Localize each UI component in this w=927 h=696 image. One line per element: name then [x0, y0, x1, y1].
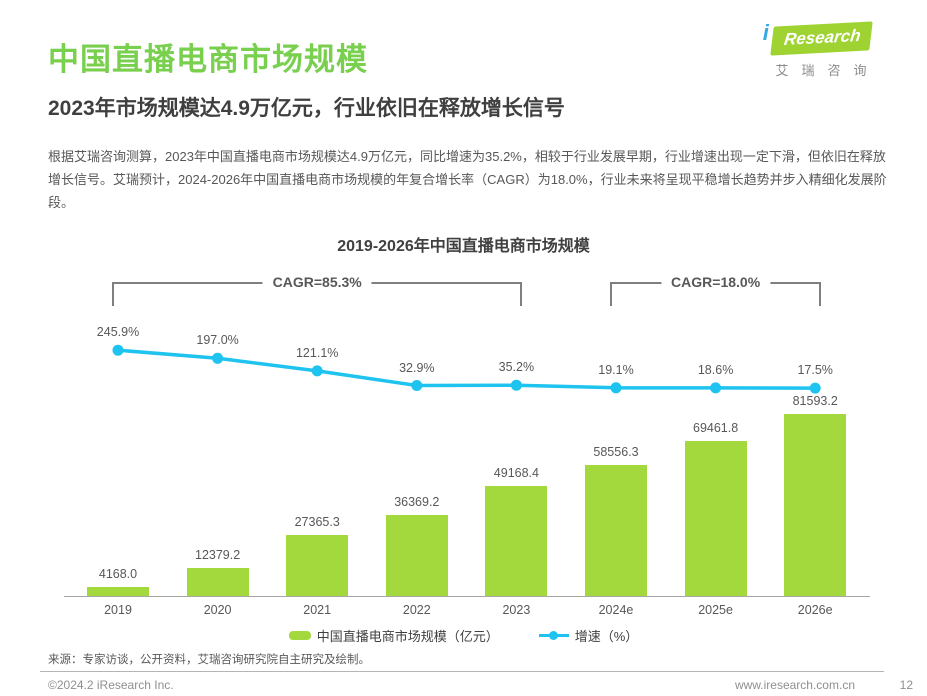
bar-2026e: [784, 414, 847, 596]
footer-copyright: ©2024.2 iResearch Inc.: [48, 678, 174, 692]
bar-value-label-2021: 27365.3: [294, 515, 340, 529]
growth-rate-label-2026e: 17.5%: [797, 363, 833, 378]
growth-rate-label-2023: 35.2%: [498, 360, 535, 375]
growth-rate-label-2021: 121.1%: [295, 345, 339, 360]
growth-rate-label-2019: 245.9%: [96, 325, 140, 340]
chart-legend: 中国直播电商市场规模（亿元） 增速（%）: [0, 626, 927, 645]
logo-i-letter: i: [762, 20, 769, 45]
x-axis-label-2019: 2019: [104, 603, 132, 617]
body-paragraph: 根据艾瑞咨询测算，2023年中国直播电商市场规模达4.9万亿元，同比增速为35.…: [48, 149, 887, 210]
growth-point-2022: [411, 380, 423, 391]
bar-2023: [485, 486, 548, 596]
legend-label-growth-rate: 增速（%）: [574, 629, 639, 644]
iresearch-logo: i Research 艾瑞咨询: [761, 20, 881, 79]
x-axis-label-2021: 2021: [303, 603, 332, 617]
legend-item-growth-rate: 增速（%）: [538, 626, 639, 645]
legend-label-market-size: 中国直播电商市场规模（亿元）: [316, 629, 499, 644]
growth-point-2021: [311, 365, 323, 377]
logo-chinese-name: 艾瑞咨询: [775, 63, 880, 78]
growth-point-2024e: [610, 382, 622, 394]
x-axis-label-2025e: 2025e: [698, 603, 733, 617]
bar-value-label-2020: 12379.2: [195, 548, 241, 563]
bar-value-label-2026e: 81593.2: [792, 394, 838, 408]
growth-point-2020: [212, 352, 224, 364]
legend-item-market-size: 中国直播电商市场规模（亿元）: [288, 626, 499, 645]
cagr-bracket-label-2: CAGR=18.0%: [661, 274, 771, 290]
bar-value-label-2022: 36369.2: [394, 494, 440, 509]
growth-point-2023: [510, 379, 522, 391]
bar-value-label-2025e: 69461.8: [693, 421, 739, 436]
chart-title: 2019-2026年中国直播电商市场规模: [337, 238, 590, 255]
bar-2022: [385, 514, 448, 596]
bar-value-label-2024e: 58556.3: [593, 445, 639, 460]
footer-divider: [40, 671, 884, 672]
bar-2020: [186, 568, 249, 596]
line-series-swatch: [538, 631, 569, 640]
chart-plot-area: 4168.0 245.9% 12379.2 197.0% 27365.3 121.1% 36…: [64, 274, 870, 597]
bar-2021: [286, 535, 349, 596]
growth-rate-label-2022: 32.9%: [399, 360, 435, 375]
x-axis-label-2024e: 2024e: [598, 603, 634, 617]
x-axis-label-2026e: 2026e: [797, 603, 833, 617]
bar-2019: [87, 586, 149, 596]
footer-website: www.iresearch.com.cn: [734, 678, 855, 692]
bar-series-swatch: [288, 631, 311, 640]
page-title: 中国直播电商市场规模: [48, 42, 368, 77]
cagr-bracket-label-1: CAGR=85.3%: [262, 274, 372, 290]
cagr-bracket-1: CAGR=85.3%: [112, 274, 523, 306]
logo-research-flag: Research: [769, 21, 873, 56]
bar-2025e: [684, 441, 747, 596]
cagr-bracket-2: CAGR=18.0%: [610, 274, 822, 306]
footer-page-number: 12: [899, 678, 913, 692]
x-axis-label-2022: 2022: [402, 603, 431, 617]
bar-2024e: [585, 465, 647, 596]
bar-value-label-2019: 4168.0: [98, 566, 138, 581]
bar-value-label-2023: 49168.4: [493, 466, 539, 481]
iresearch-logo-mark: i Research: [763, 20, 873, 56]
page-subtitle: 2023年市场规模达4.9万亿元，行业依旧在释放增长信号: [48, 97, 565, 120]
growth-point-2026e: [809, 382, 821, 394]
x-axis-label-2023: 2023: [502, 603, 531, 617]
growth-rate-line: [112, 344, 821, 394]
x-axis-label-2020: 2020: [203, 603, 232, 617]
growth-point-2025e: [710, 382, 722, 394]
growth-rate-label-2024e: 19.1%: [598, 362, 634, 377]
growth-point-2019: [112, 344, 124, 356]
x-axis-labels: 2019 2020 2021 2022 2023 2024e 2025e 2026e: [64, 603, 870, 619]
growth-rate-label-2025e: 18.6%: [697, 362, 734, 377]
growth-rate-label-2020: 197.0%: [196, 333, 239, 348]
source-note: 来源：专家访谈，公开资料，艾瑞咨询研究院自主研究及绘制。: [48, 654, 370, 666]
